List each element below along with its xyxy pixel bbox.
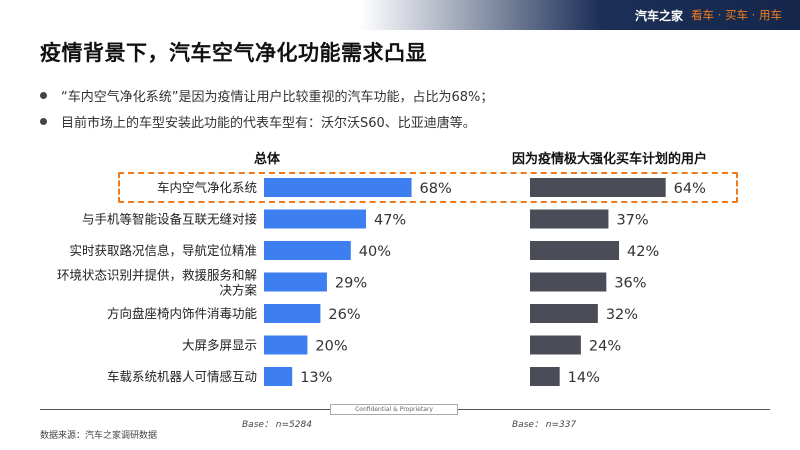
covid-bar	[530, 335, 581, 355]
overall-bar	[264, 304, 321, 323]
bullet-text: 目前市场上的车型安装此功能的代表车型有：沃尔沃S60、比亚迪唐等。	[61, 115, 476, 131]
covid-base-label: Base： n=337	[512, 420, 577, 430]
category-label: 车载系统机器人可情感互动	[107, 369, 257, 384]
category-label: 环境状态识别并提供，救援服务和解决方案	[57, 268, 258, 298]
category-label: 实时获取路况信息，导航定位精准	[69, 243, 257, 258]
overall-bar	[264, 241, 351, 260]
covid-bar	[530, 272, 607, 292]
page-title: 疫情背景下，汽车空气净化功能需求凸显	[40, 41, 427, 65]
overall-bar	[264, 335, 308, 355]
covid-value-label: 37%	[616, 213, 648, 229]
brand-slogan: 看车 · 买车 · 用车	[691, 8, 782, 22]
overall-base-label: Base： n=5284	[242, 420, 312, 430]
bullet-dot-icon	[40, 91, 47, 99]
category-label: 车内空气净化系统	[157, 180, 257, 195]
covid-value-label: 42%	[627, 244, 659, 260]
covid-bar	[530, 241, 620, 260]
header-band	[0, 0, 800, 30]
covid-bar	[530, 209, 609, 229]
brand-logo: 汽车之家 看车 · 买车 · 用车	[635, 6, 782, 24]
highlight-box	[118, 172, 738, 203]
bullet-list: “车内空气净化系统”是因为疫情让用户比较重视的汽车功能，占比为68%； 目前市场…	[40, 82, 493, 134]
covid-value-label: 14%	[568, 370, 600, 386]
overall-value-label: 40%	[359, 244, 391, 260]
confidential-label: Confidential & Proprietary	[330, 404, 458, 415]
overall-bar	[264, 367, 293, 386]
bullet-text: “车内空气净化系统”是因为疫情让用户比较重视的汽车功能，占比为68%；	[61, 89, 494, 105]
overall-value-label: 26%	[328, 307, 360, 323]
overall-value-label: 68%	[420, 181, 452, 197]
bullet-item: 目前市场上的车型安装此功能的代表车型有：沃尔沃S60、比亚迪唐等。	[40, 108, 493, 134]
bullet-dot-icon	[40, 117, 47, 125]
covid-value-label: 24%	[589, 339, 621, 355]
bullet-item: “车内空气净化系统”是因为疫情让用户比较重视的汽车功能，占比为68%；	[40, 82, 493, 108]
overall-bar	[264, 209, 366, 229]
category-label: 与手机等智能设备互联无缝对接	[82, 212, 258, 227]
overall-bar	[264, 178, 412, 197]
brand-name: 汽车之家	[635, 8, 684, 23]
overall-value-label: 20%	[315, 339, 347, 355]
covid-bar	[530, 304, 598, 323]
covid-value-label: 36%	[614, 276, 646, 292]
category-label: 大屏多屏显示	[182, 338, 257, 353]
covid-column-title: 因为疫情极大强化买车计划的用户	[512, 152, 708, 167]
overall-bar	[264, 272, 327, 292]
covid-value-label: 32%	[606, 307, 638, 323]
overall-value-label: 47%	[374, 213, 406, 229]
category-label: 方向盘座椅内饰件消毒功能	[107, 306, 258, 321]
overall-column-title: 总体	[254, 152, 281, 167]
data-source: 数据来源：汽车之家调研数据	[40, 431, 158, 441]
covid-value-label: 64%	[674, 181, 706, 197]
overall-value-label: 13%	[300, 370, 332, 386]
covid-bar	[530, 367, 560, 386]
covid-bar	[530, 178, 666, 197]
overall-value-label: 29%	[335, 276, 367, 292]
